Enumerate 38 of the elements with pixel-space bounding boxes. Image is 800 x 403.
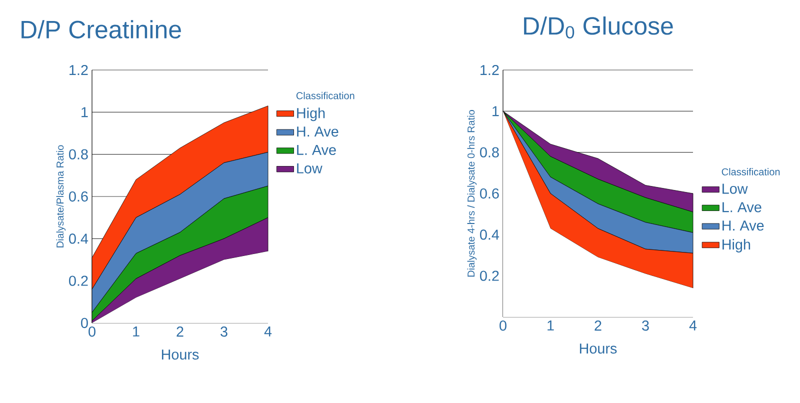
- y-tick-label: 1.2: [70, 64, 88, 76]
- x-tick-label: 2: [594, 320, 602, 331]
- y-tick-label: 0.2: [480, 270, 499, 281]
- legend-label: L. Ave: [297, 144, 336, 156]
- x-tick-label: 3: [642, 320, 649, 331]
- x-tick-label: 1: [133, 326, 140, 336]
- x-tick-label: 1: [548, 320, 554, 330]
- y-tick-label: 1: [82, 107, 88, 118]
- x-tick-label: 4: [689, 320, 697, 330]
- x-tick-label: 3: [220, 326, 228, 337]
- y-tick-label: 1: [492, 106, 499, 116]
- chart-title: D/D$_{0}$ Glucose: [524, 16, 673, 38]
- x-tick-label: 0: [500, 320, 506, 331]
- y-axis-title: Dialysate 4-hrs / Dialysate 0-hrs Ratio: [467, 110, 477, 277]
- y-tick-label: 0.2: [69, 276, 88, 286]
- y-tick-label: 0.8: [69, 149, 88, 160]
- legend-label: H. Ave: [722, 220, 764, 231]
- legend-label: L. Ave: [722, 202, 762, 212]
- x-axis-title: Hours: [162, 350, 199, 360]
- y-tick-label: 0.4: [69, 234, 88, 244]
- x-tick-label: 2: [176, 326, 184, 337]
- y-tick-label: 0.6: [480, 188, 499, 199]
- legend-label: High: [297, 108, 325, 122]
- legend-label: H. Ave: [297, 126, 338, 137]
- legend-label: Low: [297, 163, 322, 174]
- chart-title: D/P Creatinine: [22, 20, 181, 38]
- y-axis-title: Dialysate/Plasma Ratio: [56, 145, 66, 248]
- y-tick-label: 0.4: [480, 230, 500, 240]
- legend-title: Classification: [722, 168, 780, 176]
- x-tick-label: 0: [88, 326, 96, 337]
- legend-label: High: [722, 239, 750, 252]
- y-tick-label: 0.6: [69, 191, 88, 202]
- x-axis-title: Hours: [580, 344, 617, 354]
- x-tick-label: 4: [264, 326, 272, 336]
- legend-title: Classification: [296, 92, 354, 100]
- y-tick-label: 0.8: [480, 147, 499, 158]
- legend-label: Low: [722, 184, 748, 194]
- y-tick-label: 1.2: [480, 64, 499, 76]
